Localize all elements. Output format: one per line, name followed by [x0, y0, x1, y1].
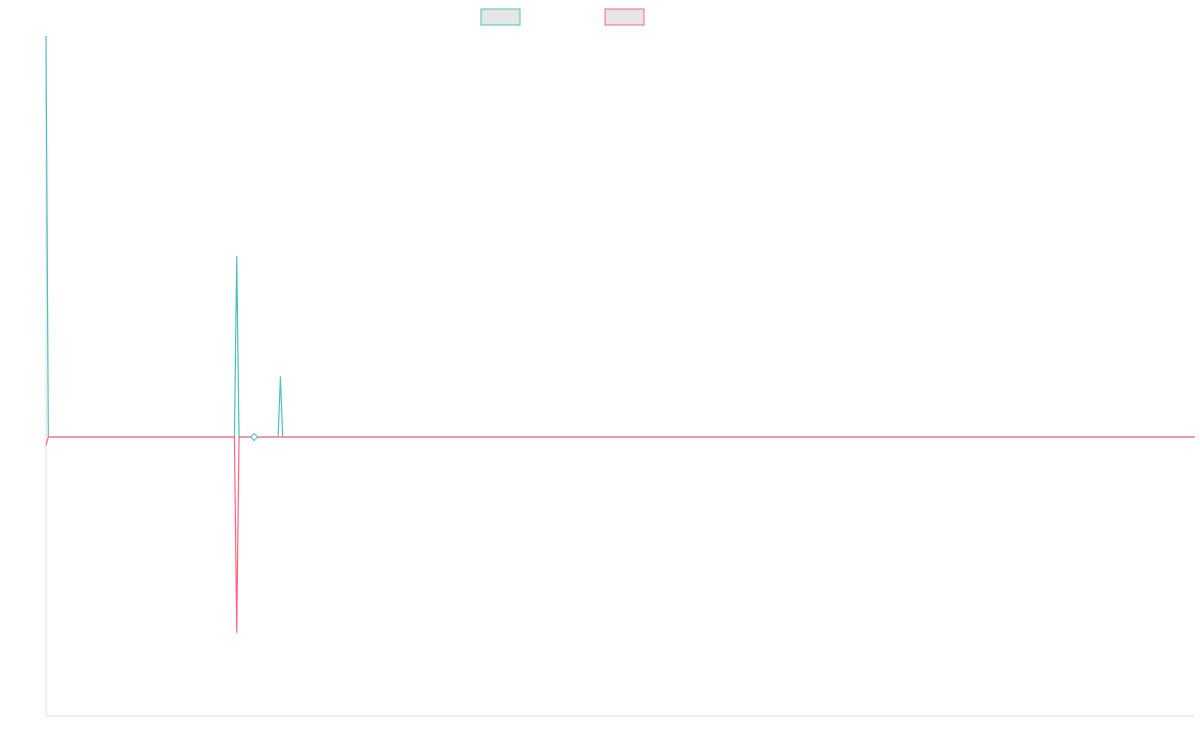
point-marker-1: [249, 432, 259, 442]
series-layer: [45, 35, 1195, 633]
legend[interactable]: [480, 8, 645, 26]
axes: [45, 36, 1195, 717]
series-line-1: [45, 35, 1195, 438]
marker-layer: [249, 432, 259, 442]
legend-swatch-1[interactable]: [480, 8, 521, 26]
series-line-2: [45, 436, 1195, 633]
legend-swatch-2[interactable]: [604, 8, 645, 26]
